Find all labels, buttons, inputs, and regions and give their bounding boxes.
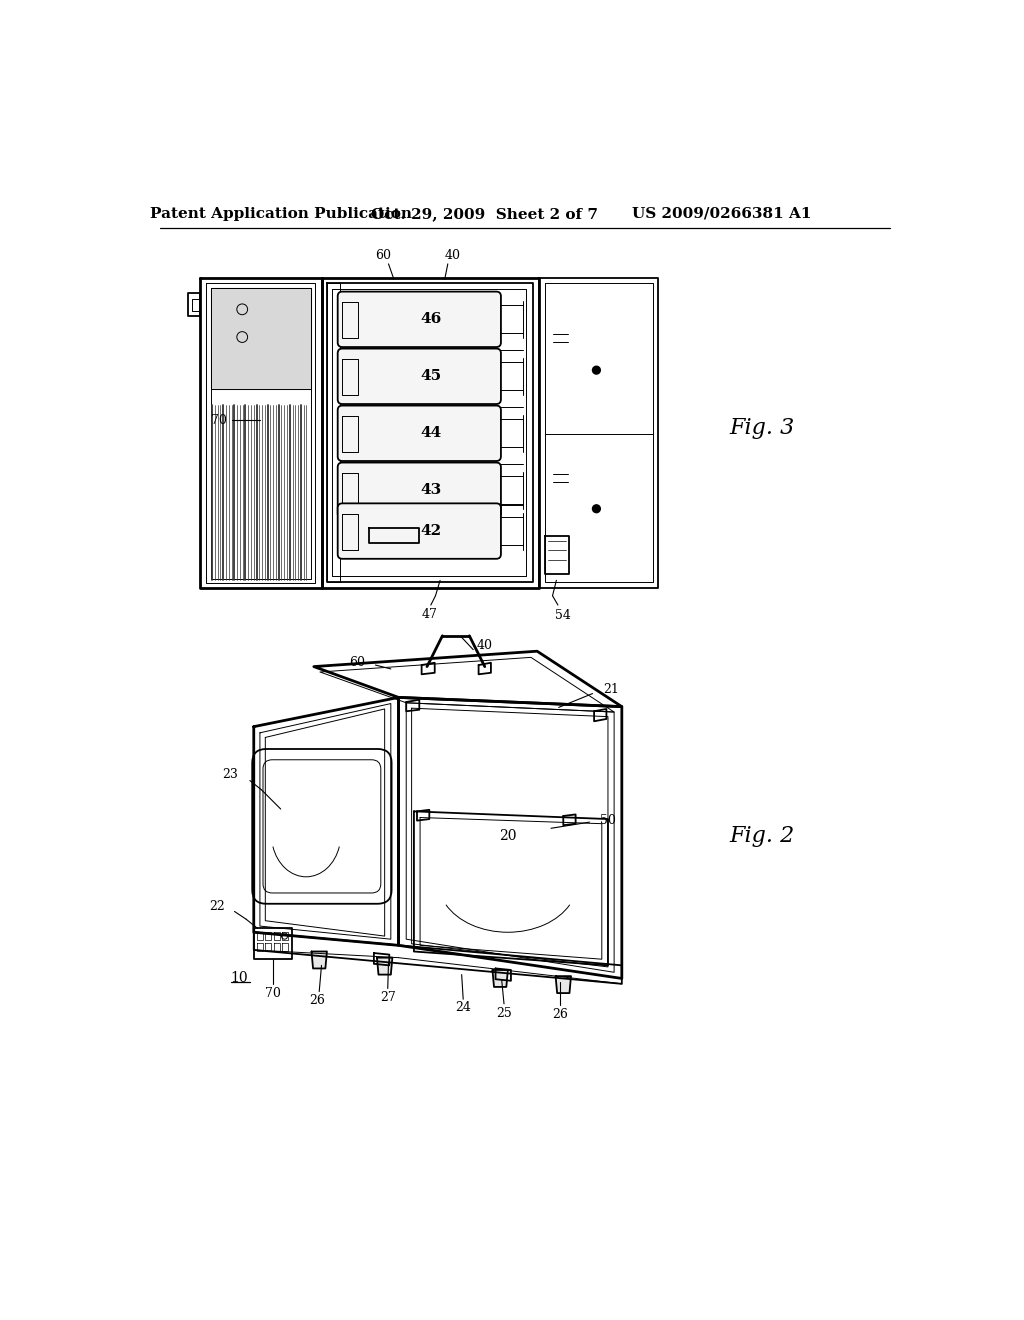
Circle shape [592, 504, 601, 513]
Polygon shape [342, 474, 357, 508]
Polygon shape [342, 515, 357, 549]
Text: 21: 21 [603, 684, 620, 696]
Text: 70: 70 [211, 413, 227, 426]
Text: 46: 46 [420, 313, 441, 326]
FancyBboxPatch shape [338, 292, 501, 347]
Text: 26: 26 [552, 1008, 568, 1022]
Text: 24: 24 [456, 1001, 471, 1014]
Text: 20: 20 [499, 829, 517, 843]
Polygon shape [342, 302, 357, 338]
Text: 27: 27 [380, 991, 395, 1005]
Polygon shape [342, 416, 357, 451]
Text: Patent Application Publication: Patent Application Publication [150, 207, 412, 220]
Text: 54: 54 [555, 609, 571, 622]
Polygon shape [556, 977, 571, 993]
Text: Fig. 2: Fig. 2 [729, 825, 795, 847]
FancyBboxPatch shape [338, 462, 501, 517]
Text: 23: 23 [222, 768, 239, 781]
Text: Oct. 29, 2009  Sheet 2 of 7: Oct. 29, 2009 Sheet 2 of 7 [372, 207, 598, 220]
Text: 40: 40 [477, 639, 494, 652]
Text: 25: 25 [497, 1007, 512, 1019]
Text: 26: 26 [309, 994, 325, 1007]
Polygon shape [377, 958, 392, 974]
Polygon shape [311, 952, 327, 969]
Polygon shape [211, 288, 310, 389]
Text: 45: 45 [420, 370, 441, 383]
Text: 44: 44 [420, 426, 441, 441]
Text: 40: 40 [444, 249, 461, 261]
Circle shape [592, 366, 601, 375]
Text: 70: 70 [265, 986, 281, 999]
Text: 47: 47 [422, 607, 437, 620]
Text: 10: 10 [230, 972, 248, 986]
Polygon shape [342, 359, 357, 395]
FancyBboxPatch shape [338, 348, 501, 404]
Polygon shape [493, 970, 508, 987]
Text: 43: 43 [420, 483, 441, 498]
Text: Fig. 3: Fig. 3 [729, 417, 795, 438]
Text: 50: 50 [600, 814, 616, 828]
FancyBboxPatch shape [338, 503, 501, 558]
Text: 60: 60 [349, 656, 366, 669]
Text: 60: 60 [375, 249, 391, 261]
Text: US 2009/0266381 A1: US 2009/0266381 A1 [632, 207, 812, 220]
Text: 42: 42 [420, 524, 441, 539]
FancyBboxPatch shape [338, 405, 501, 461]
Text: 22: 22 [209, 900, 224, 913]
